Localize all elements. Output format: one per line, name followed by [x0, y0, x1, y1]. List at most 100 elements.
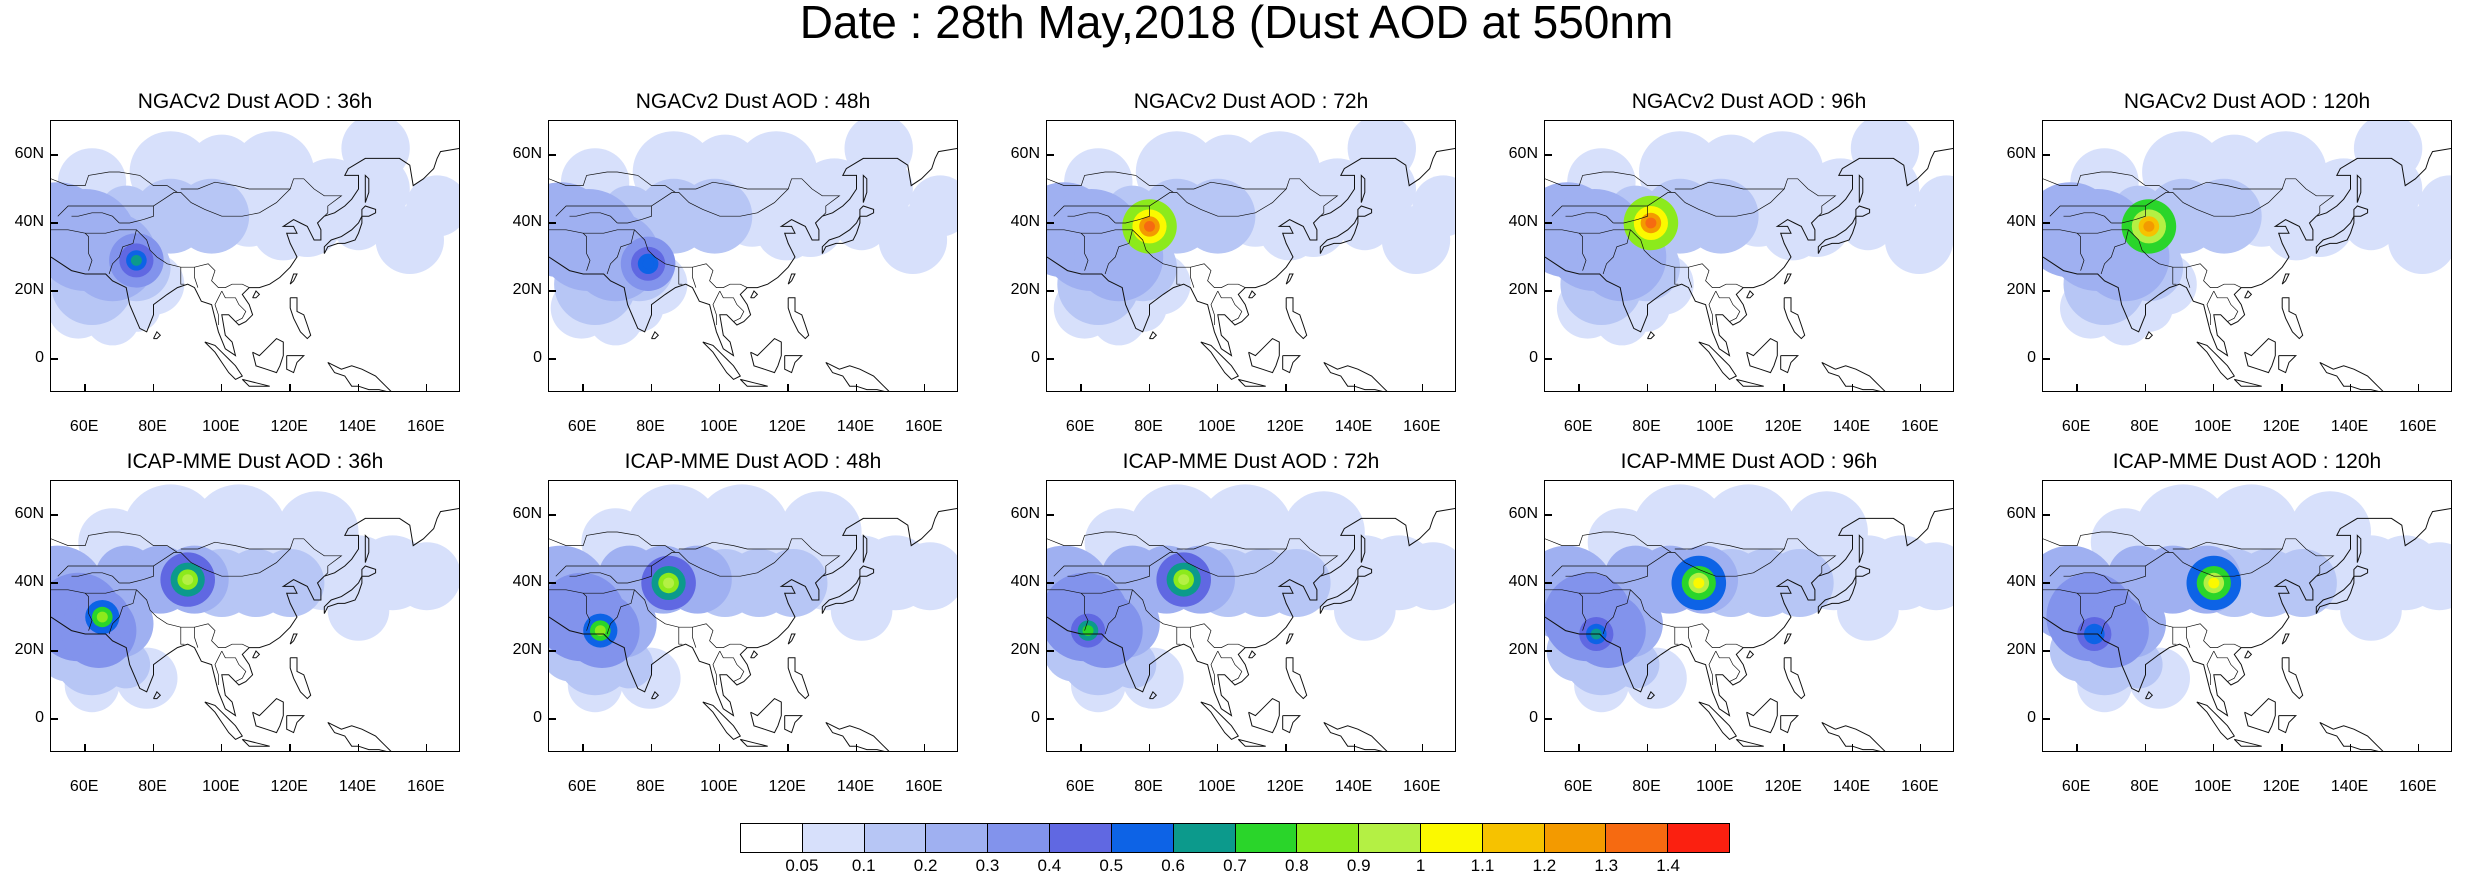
latitude-label: 40N: [1508, 573, 1538, 590]
country-border: [1285, 538, 1339, 577]
country-border: [1545, 171, 1672, 193]
longitude-label: 60E: [1563, 778, 1593, 795]
latitude-label: 0: [2027, 709, 2036, 726]
latitude-tick: [50, 514, 58, 516]
longitude-label: 120E: [2262, 778, 2300, 795]
coastline: [1360, 534, 1366, 563]
country-border: [1708, 290, 1717, 325]
coastline: [289, 657, 312, 700]
coastline: [2278, 355, 2298, 374]
map-frame: [548, 480, 958, 752]
country-border: [194, 627, 199, 648]
latitude-tick: [1046, 582, 1054, 584]
longitude-label: 120E: [1764, 778, 1802, 795]
latitude-label: 40N: [512, 213, 542, 230]
dust-contour: [2268, 549, 2337, 617]
map-frame: [50, 480, 460, 752]
coastline: [2315, 575, 2355, 614]
coastline: [204, 701, 244, 741]
coastline: [2281, 657, 2304, 700]
dust-contour: [1765, 549, 1834, 617]
longitude-tick: [1080, 384, 1082, 392]
dust-aod-map: [549, 484, 957, 751]
latitude-label: 20N: [2006, 641, 2036, 658]
coastline: [2196, 701, 2236, 741]
map-panel: ICAP-MME Dust AOD : 96h 60N 40N 20N 0 60E 80E 1…: [1494, 448, 1954, 838]
main-title: Date : 28th May,2018 (Dust AOD at 550nm: [799, 0, 1674, 48]
longitude-tick: [1851, 384, 1853, 392]
latitude-label: 60N: [1508, 145, 1538, 162]
country-border: [1783, 178, 1837, 217]
country-border: [2063, 572, 2112, 584]
latitude-label: 20N: [512, 281, 542, 298]
coastline: [1783, 657, 1806, 700]
country-border: [57, 565, 154, 577]
country-border: [2111, 541, 2284, 584]
country-border: [1053, 565, 1150, 577]
country-border: [1047, 171, 1174, 193]
coastline: [252, 290, 261, 299]
longitude-label: 120E: [768, 418, 806, 435]
colorbar-label: 0.05: [785, 856, 819, 875]
longitude-label: 140E: [2330, 778, 2369, 795]
colorbar-label: 0.4: [1037, 856, 1062, 875]
map-frame: [50, 120, 460, 392]
coastline: [1149, 690, 1158, 700]
panel-title: NGACv2 Dust AOD : 120h: [2123, 90, 2371, 113]
country-border: [1190, 267, 1195, 288]
coastline: [1783, 633, 1792, 645]
coastline: [1248, 650, 1257, 659]
coastline: [1285, 273, 1294, 285]
dust-contour: [1398, 542, 1455, 611]
dust-contour: [232, 131, 315, 213]
coastline: [1237, 378, 1266, 387]
latitude-label: 0: [533, 349, 542, 366]
coastline: [1817, 575, 1857, 614]
coastline: [327, 361, 392, 391]
map-panel: NGACv2 Dust AOD : 48h 60N 40N 20N 0 60E 80E 100…: [498, 88, 958, 478]
latitude-tick: [548, 358, 556, 360]
dust-aod-map: [51, 484, 459, 751]
longitude-tick: [2144, 744, 2146, 752]
panel-title: NGACv2 Dust AOD : 36h: [137, 90, 373, 113]
country-border: [1053, 205, 1150, 217]
country-border: [582, 232, 591, 271]
coastline: [739, 378, 768, 387]
dust-contour: [2405, 542, 2451, 611]
coastline: [1282, 715, 1302, 734]
coastline: [2281, 273, 2290, 285]
country-border: [719, 290, 745, 322]
longitude-label: 120E: [2262, 418, 2300, 435]
dust-contour: [1915, 175, 1953, 237]
coastline: [2043, 148, 2451, 357]
dust-aod-map: [2043, 121, 2451, 391]
map-frame: [548, 120, 958, 392]
country-border: [136, 229, 250, 288]
coastline: [1248, 337, 1280, 374]
coastline: [651, 690, 660, 700]
latitude-tick: [548, 514, 556, 516]
coastline: [1821, 721, 1886, 751]
longitude-label: 160E: [407, 418, 445, 435]
dust-contour: [677, 178, 753, 254]
coastline: [2233, 378, 2262, 387]
panel-title: ICAP-MME Dust AOD : 72h: [1122, 450, 1380, 473]
dust-contour: [895, 542, 957, 611]
country-border: [2063, 212, 2112, 224]
latitude-label: 60N: [14, 145, 44, 162]
country-border: [582, 592, 591, 631]
latitude-tick: [50, 718, 58, 720]
longitude-tick: [152, 384, 154, 392]
dust-contour: [844, 121, 913, 183]
panel-title: NGACv2 Dust AOD : 72h: [1133, 90, 1369, 113]
country-border: [214, 650, 223, 685]
latitude-label: 20N: [14, 641, 44, 658]
country-border: [1067, 572, 1116, 584]
country-border: [1715, 650, 1741, 682]
panel-title: ICAP-MME Dust AOD : 48h: [624, 450, 882, 473]
coastline: [1821, 361, 1886, 391]
coastline: [2145, 330, 2154, 340]
latitude-label: 60N: [1508, 505, 1538, 522]
longitude-label: 100E: [202, 418, 240, 435]
colorbar-label: 0.7: [1223, 856, 1247, 875]
